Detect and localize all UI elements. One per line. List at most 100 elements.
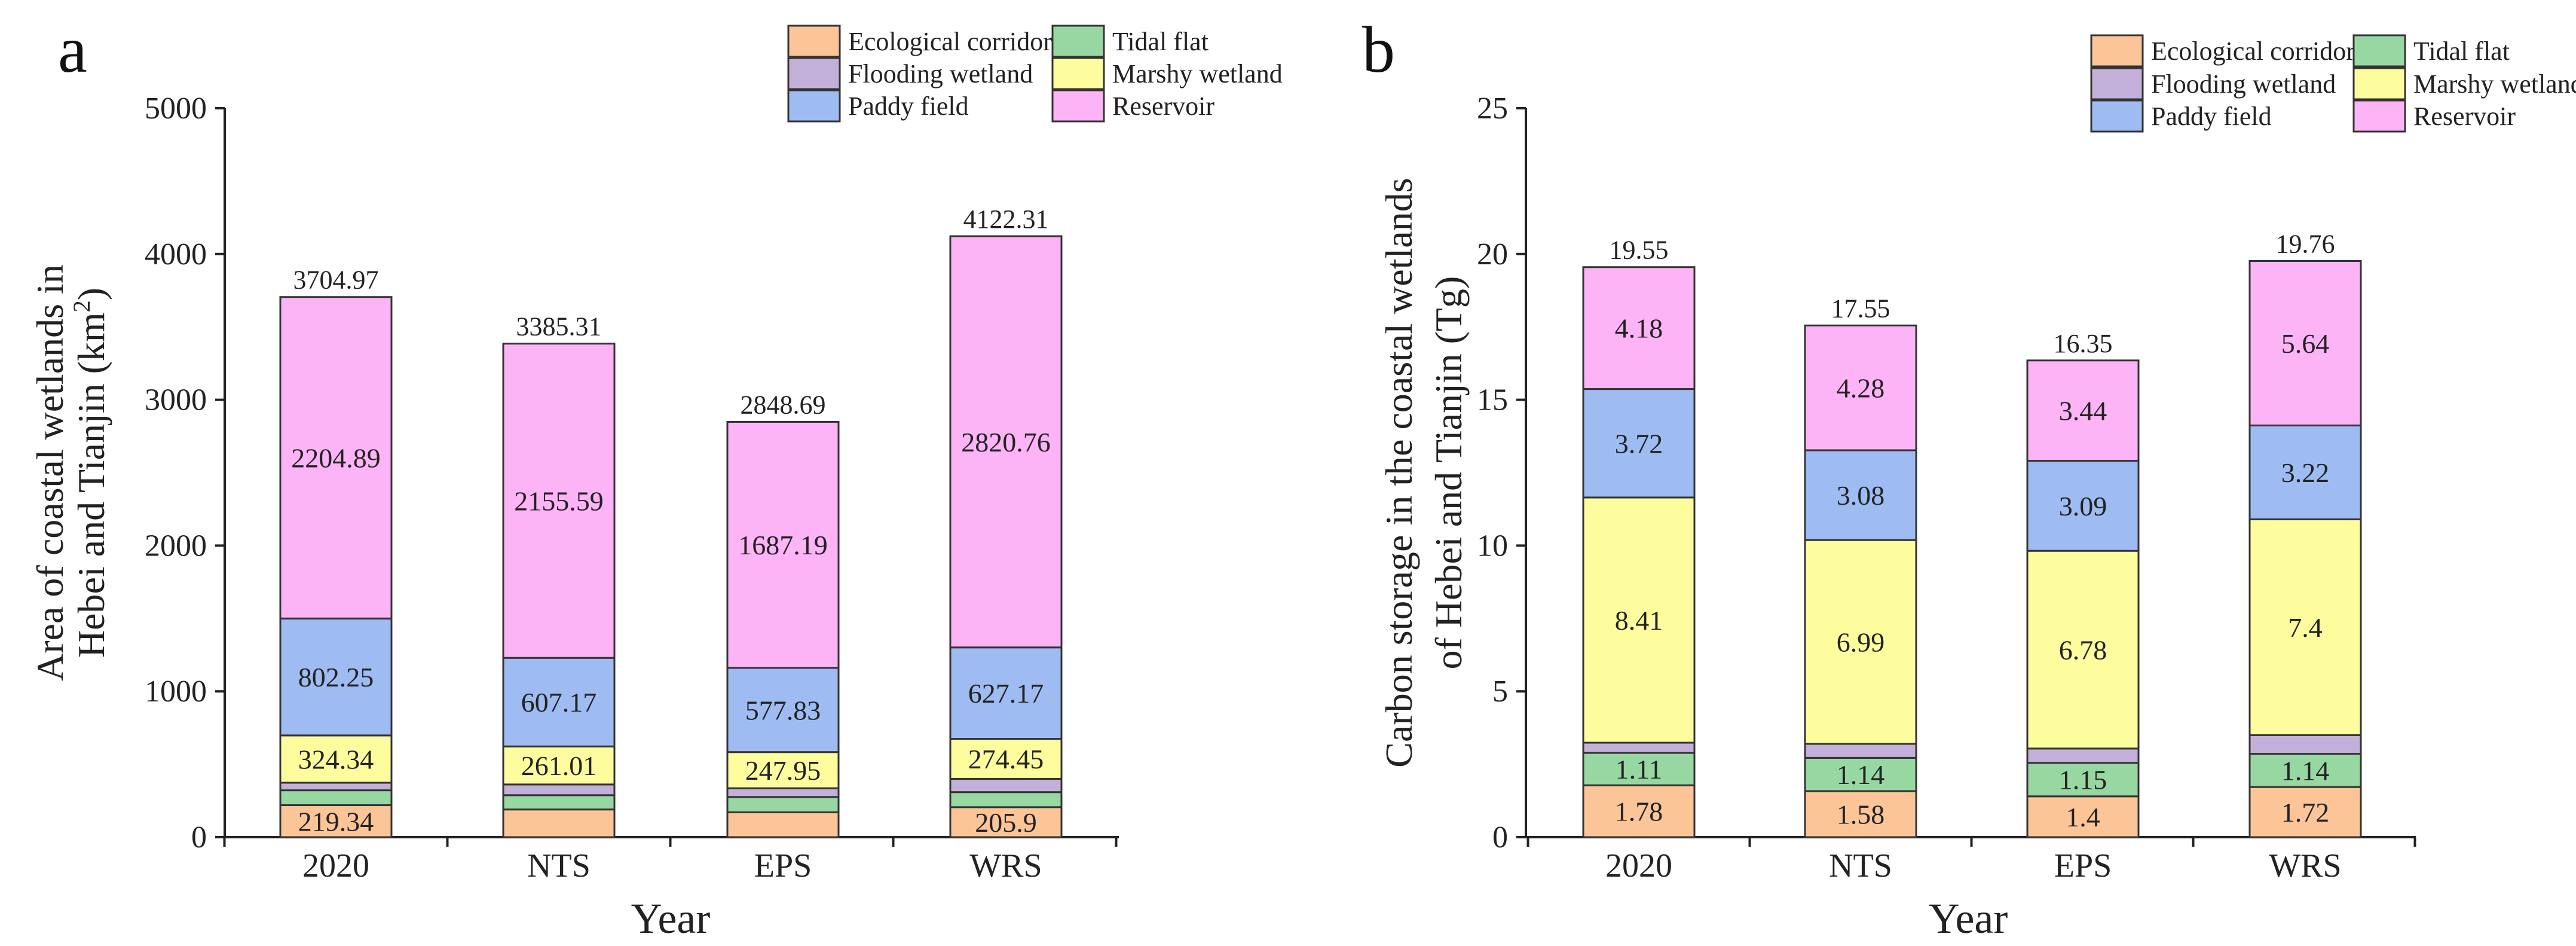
chart-panel-b: b 0 5 10 15 20 25 2020 NTS EPS WRS Year Carbon stora… xyxy=(1362,13,2576,942)
legend-item: Reservoir xyxy=(2352,99,2516,133)
legend-item: Flooding wetland xyxy=(2090,67,2336,100)
data-label: 205.9 xyxy=(975,807,1037,838)
legend-swatch xyxy=(787,25,841,58)
y-tick-label: 5 xyxy=(1492,675,1508,709)
y-tick-label: 15 xyxy=(1477,383,1508,417)
legend-item: Paddy field xyxy=(2090,99,2272,133)
data-label: 3.08 xyxy=(1837,480,1885,511)
data-label: 3.22 xyxy=(2281,457,2330,488)
legend-item: Marshy wetland xyxy=(1051,57,1283,90)
x-tick-label: 2020 xyxy=(302,847,369,884)
bar-segment-reservoir xyxy=(1804,324,1917,451)
legend-swatch xyxy=(2090,99,2144,133)
data-label: 324.34 xyxy=(298,744,374,774)
y-axis-title-suffix: ) xyxy=(70,288,112,300)
x-tick-label: EPS xyxy=(2054,847,2112,884)
bar-segment-tidal-flat xyxy=(502,794,616,811)
data-label: 8.41 xyxy=(1615,605,1663,636)
bar-segment-marshy-wetland xyxy=(2248,518,2362,736)
x-tick-label: NTS xyxy=(527,847,591,884)
x-tick-label: EPS xyxy=(754,847,812,884)
x-tick-label: WRS xyxy=(969,847,1042,884)
total-label: 17.55 xyxy=(1831,294,1890,323)
x-tick-label: NTS xyxy=(1829,847,1892,884)
legend-swatch xyxy=(2352,34,2406,68)
y-tick-label: 20 xyxy=(1477,237,1508,271)
bar-segment-ecological-corridor xyxy=(1582,784,1696,838)
x-tick-label: 2020 xyxy=(1605,847,1672,884)
bar-segment-ecological-corridor xyxy=(502,808,616,838)
bar-segment-marshy-wetland xyxy=(2026,550,2140,750)
total-label: 2848.69 xyxy=(741,390,826,419)
legend-swatch xyxy=(2352,67,2406,100)
bar-segment-reservoir xyxy=(949,235,1063,649)
data-label: 274.45 xyxy=(968,744,1044,774)
data-label: 3.09 xyxy=(2059,491,2107,521)
bar-segment-flooding-wetland xyxy=(726,787,840,798)
bar-segment-marshy-wetland xyxy=(726,751,840,789)
data-label: 1.11 xyxy=(1616,754,1663,785)
legend-label: Marshy wetland xyxy=(1112,59,1283,89)
bar-segment-flooding-wetland xyxy=(2248,734,2362,755)
data-label: 4.28 xyxy=(1837,373,1885,404)
legend-swatch xyxy=(2090,67,2144,100)
legend-item: Ecological corridor xyxy=(787,25,1052,58)
legend-label: Ecological corridor xyxy=(2151,36,2355,66)
bar-segment-paddy-field xyxy=(726,667,840,753)
y-tick-label: 5000 xyxy=(145,91,207,126)
legend-label: Paddy field xyxy=(848,91,969,121)
y-axis-title-line2: Hebei and Tianjin (km2) xyxy=(68,288,112,658)
legend-label: Flooding wetland xyxy=(848,59,1033,89)
legend-swatch xyxy=(2090,34,2144,68)
legend-label: Paddy field xyxy=(2151,102,2272,131)
x-axis-title: Year xyxy=(631,895,711,942)
y-tick-label: 0 xyxy=(191,820,207,855)
y-tick-label: 3000 xyxy=(145,383,207,417)
legend-label: Marshy wetland xyxy=(2413,69,2576,99)
y-axis-title-line1: Area of coastal wetlands in xyxy=(29,264,71,681)
legend-item: Marshy wetland xyxy=(2352,67,2576,100)
bar-segment-flooding-wetland xyxy=(2026,747,2140,764)
data-label: 3.72 xyxy=(1615,428,1663,459)
legend-label: Tidal flat xyxy=(2413,36,2510,66)
bar-segment-flooding-wetland xyxy=(279,782,393,792)
legend-swatch xyxy=(787,57,841,90)
legend-label: Reservoir xyxy=(1112,91,1214,121)
bar-segment-ecological-corridor xyxy=(1804,790,1917,838)
data-label: 1.58 xyxy=(1837,799,1885,829)
legend-swatch xyxy=(2352,99,2406,133)
data-label: 1.14 xyxy=(1837,759,1885,790)
total-label: 3704.97 xyxy=(293,266,379,295)
bar-segment-reservoir xyxy=(502,343,616,659)
legend-label: Reservoir xyxy=(2413,102,2516,131)
x-axis-title: Year xyxy=(1929,895,2008,942)
bar-segment-tidal-flat xyxy=(2026,762,2140,798)
total-label: 16.35 xyxy=(2054,329,2113,358)
chart-panel-a: a 0 1000 2000 3000 4000 5000 2020 NTS EPS WRS Year A… xyxy=(29,13,1283,942)
data-label: 6.99 xyxy=(1837,627,1885,658)
bar-segment-reservoir xyxy=(279,296,393,620)
data-label: 6.78 xyxy=(2059,634,2107,665)
legend-swatch xyxy=(1051,57,1105,90)
bar-segment-flooding-wetland xyxy=(502,783,616,797)
y-tick-label: 0 xyxy=(1492,820,1508,855)
legend-label: Tidal flat xyxy=(1112,27,1209,56)
bar-segment-flooding-wetland xyxy=(1804,743,1917,759)
bar-segment-ecological-corridor xyxy=(726,811,840,838)
data-label: 2204.89 xyxy=(291,443,381,474)
bar-segment-paddy-field xyxy=(279,617,393,737)
legend-label: Ecological corridor xyxy=(848,27,1052,56)
bar-segment-tidal-flat xyxy=(1804,756,1917,792)
bar-segment-ecological-corridor xyxy=(2248,786,2362,838)
legend-item: Tidal flat xyxy=(2352,34,2510,68)
bar-segment-paddy-field xyxy=(502,657,616,747)
data-label: 7.4 xyxy=(2288,612,2323,643)
data-label: 607.17 xyxy=(521,687,597,718)
bar-segment-marshy-wetland xyxy=(1804,539,1917,745)
panel-label: a xyxy=(58,13,87,86)
data-label: 247.95 xyxy=(745,755,821,786)
legend-item: Paddy field xyxy=(787,89,969,123)
legend-swatch xyxy=(1051,25,1105,58)
